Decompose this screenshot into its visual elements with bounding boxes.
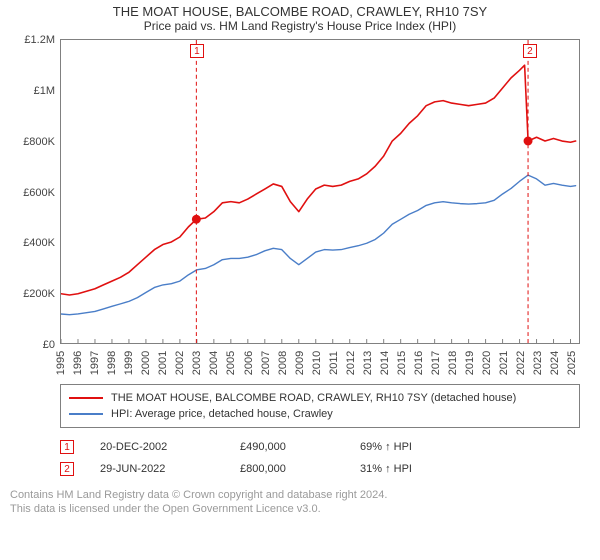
- sale-point: [524, 137, 533, 146]
- x-tick-label: 1995: [55, 351, 67, 375]
- x-tick-label: 2011: [328, 351, 340, 375]
- x-tick-label: 2013: [362, 351, 374, 375]
- footer-licence: Contains HM Land Registry data © Crown c…: [10, 488, 590, 517]
- chart-title: THE MOAT HOUSE, BALCOMBE ROAD, CRAWLEY, …: [10, 0, 590, 19]
- x-tick-label: 2020: [481, 351, 493, 375]
- legend-swatch: [69, 397, 103, 399]
- x-tick-label: 2008: [277, 351, 289, 375]
- y-tick-label: £800K: [23, 136, 55, 148]
- series-hpi: [61, 175, 576, 315]
- x-tick-label: 2022: [515, 351, 527, 375]
- legend-row: THE MOAT HOUSE, BALCOMBE ROAD, CRAWLEY, …: [69, 390, 571, 406]
- sale-marker: 2: [523, 44, 537, 58]
- chart-svg: [61, 40, 579, 343]
- x-tick-label: 2024: [549, 351, 561, 375]
- x-tick-label: 2018: [447, 351, 459, 375]
- x-tick-label: 2021: [498, 351, 510, 375]
- sale-badge: 2: [60, 462, 74, 476]
- legend-label: HPI: Average price, detached house, Craw…: [111, 408, 333, 420]
- x-tick-label: 2004: [208, 351, 220, 375]
- sales-row: 2 29-JUN-2022£800,00031% ↑ HPI: [60, 458, 590, 480]
- x-tick-label: 2001: [157, 351, 169, 375]
- x-tick-label: 2015: [396, 351, 408, 375]
- y-tick-label: £400K: [23, 237, 55, 249]
- x-tick-label: 2006: [243, 351, 255, 375]
- x-tick-label: 2000: [140, 351, 152, 375]
- x-tick-label: 2012: [345, 351, 357, 375]
- series-subject: [61, 65, 576, 295]
- x-tick-label: 1997: [89, 351, 101, 375]
- sale-price: £490,000: [240, 441, 360, 453]
- sale-point: [192, 215, 201, 224]
- footer-line-1: Contains HM Land Registry data © Crown c…: [10, 488, 590, 502]
- x-tick-label: 2007: [260, 351, 272, 375]
- x-tick-label: 1998: [106, 351, 118, 375]
- x-tick-label: 2016: [413, 351, 425, 375]
- y-tick-label: £1M: [34, 85, 55, 97]
- y-tick-label: £600K: [23, 187, 55, 199]
- sale-vs-hpi: 31% ↑ HPI: [360, 463, 480, 475]
- sales-row: 1 20-DEC-2002£490,00069% ↑ HPI: [60, 436, 590, 458]
- legend-label: THE MOAT HOUSE, BALCOMBE ROAD, CRAWLEY, …: [111, 392, 516, 404]
- sale-date: 20-DEC-2002: [100, 441, 240, 453]
- footer-line-2: This data is licensed under the Open Gov…: [10, 502, 590, 516]
- chart-subtitle: Price paid vs. HM Land Registry's House …: [10, 19, 590, 33]
- x-tick-label: 2025: [566, 351, 578, 375]
- chart-plot-area: £0£200K£400K£600K£800K£1M£1.2M1995199619…: [60, 39, 580, 344]
- x-tick-label: 2017: [430, 351, 442, 375]
- legend-row: HPI: Average price, detached house, Craw…: [69, 406, 571, 422]
- sale-marker: 1: [190, 44, 204, 58]
- sales-table: 1 20-DEC-2002£490,00069% ↑ HPI 2 29-JUN-202…: [60, 436, 590, 480]
- sale-price: £800,000: [240, 463, 360, 475]
- legend: THE MOAT HOUSE, BALCOMBE ROAD, CRAWLEY, …: [60, 384, 580, 428]
- x-tick-label: 1999: [123, 351, 135, 375]
- sale-badge: 1: [60, 440, 74, 454]
- x-tick-label: 2005: [225, 351, 237, 375]
- chart-container: THE MOAT HOUSE, BALCOMBE ROAD, CRAWLEY, …: [0, 0, 600, 560]
- x-tick-label: 2014: [379, 351, 391, 375]
- y-tick-label: £1.2M: [24, 34, 55, 46]
- sale-vs-hpi: 69% ↑ HPI: [360, 441, 480, 453]
- x-tick-label: 2010: [311, 351, 323, 375]
- x-tick-label: 2023: [532, 351, 544, 375]
- x-tick-label: 2019: [464, 351, 476, 375]
- y-tick-label: £0: [43, 339, 55, 351]
- sale-date: 29-JUN-2022: [100, 463, 240, 475]
- x-tick-label: 2009: [294, 351, 306, 375]
- x-tick-label: 1996: [72, 351, 84, 375]
- x-tick-label: 2003: [191, 351, 203, 375]
- x-tick-label: 2002: [174, 351, 186, 375]
- legend-swatch: [69, 413, 103, 415]
- y-tick-label: £200K: [23, 288, 55, 300]
